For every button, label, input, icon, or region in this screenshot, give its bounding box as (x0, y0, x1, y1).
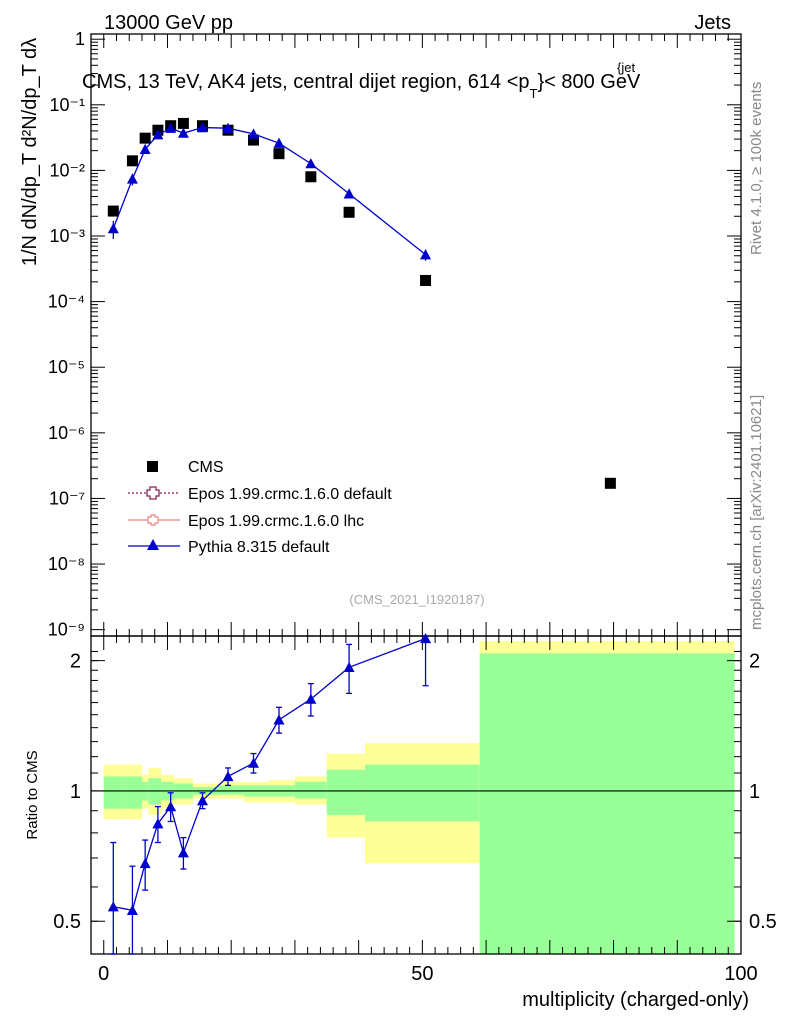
band-inner-0 (103, 776, 123, 809)
main-ytick-label-1: 10⁻⁸ (48, 554, 85, 574)
mcplots-label: mcplots.cern.ch [arXiv:2401.10621] (748, 395, 765, 630)
main-ytick-label-9: 1 (75, 29, 85, 49)
legend-label-cms: CMS (188, 459, 224, 476)
main-ytick-label-6: 10⁻³ (49, 226, 85, 246)
main-y-ticks: 10⁻⁹ 10⁻⁸ 10⁻⁷ 10⁻⁶ 10⁻⁵ 10⁻⁴ 10⁻³ 10⁻² 10⁻¹ 1 (48, 29, 741, 640)
pythia-point-11 (343, 188, 355, 199)
ratio-point-0 (107, 901, 119, 912)
cms-point-13 (604, 477, 616, 489)
pythia-point-4 (165, 122, 177, 133)
ratio-ytick-label-r-1: 1 (749, 781, 760, 803)
cms-point-9 (273, 148, 285, 160)
legend-marker-epos-default (146, 486, 160, 500)
pythia-point-8 (248, 128, 259, 139)
ratio-ytick-label-l-0: 0.5 (53, 911, 81, 933)
pythia-point-12 (420, 249, 432, 260)
main-ytick-label-2: 10⁻⁷ (49, 488, 85, 508)
ratio-point-12 (420, 632, 432, 644)
pythia-point-9 (273, 137, 285, 148)
cms-point-1 (126, 155, 138, 167)
main-ylabel: 1/N dN/dp_T d²N/dp_T dλ (19, 38, 41, 266)
ratio-ytick-label-l-1: 1 (70, 781, 81, 803)
main-ylabel-text: 1/N dN/dp_T d²N/dp_T dλ (19, 38, 41, 266)
pythia-point-0 (107, 223, 119, 234)
header-right: Jets (694, 12, 731, 34)
main-series (107, 117, 616, 489)
plot-title-end: }< 800 GeV (537, 71, 641, 93)
pythia-point-2 (139, 143, 151, 154)
main-ytick-label-0: 10⁻⁹ (48, 620, 85, 640)
legend-label-epos-lhc: Epos 1.99.crmc.1.6.0 lhc (188, 513, 364, 530)
ratio-series (107, 632, 432, 955)
band-inner-11 (326, 769, 366, 815)
plot-title-sub: T (530, 86, 538, 101)
legend-label-pythia: Pythia 8.315 default (188, 539, 330, 556)
ratio-ytick-label-l-2: 2 (70, 651, 81, 673)
main-ytick-label-8: 10⁻¹ (49, 95, 85, 115)
ratio-point-4 (165, 801, 177, 812)
cms-point-5 (177, 117, 189, 129)
legend-label-epos-default: Epos 1.99.crmc.1.6.0 default (188, 486, 392, 503)
xlabel: multiplicity (charged-only) (522, 989, 749, 1011)
ratio-point-2 (139, 857, 151, 869)
pythia-point-6 (197, 122, 209, 133)
xtick-label-0: 0 (98, 963, 109, 985)
ratio-point-3 (152, 818, 164, 829)
analysis-watermark: (CMS_2021_I1920187) (349, 592, 484, 607)
ratio-point-7 (222, 770, 234, 782)
legend-marker-cms (147, 461, 158, 472)
rivet-label: Rivet 4.1.0, ≥ 100k events (748, 82, 765, 255)
legend-marker-epos-lhc (147, 514, 159, 526)
ratio-point-1 (126, 904, 138, 915)
cms-point-12 (420, 274, 432, 286)
ratio-point-9 (273, 714, 285, 725)
band-inner-13 (479, 653, 735, 954)
ratio-bands (103, 641, 735, 954)
plot-title-sup: {jet (617, 60, 635, 75)
xtick-label-1: 50 (411, 963, 433, 985)
pythia-point-3 (152, 129, 164, 140)
x-ticks: 0 50 100 (98, 34, 758, 985)
ratio-ytick-label-r-2: 2 (749, 651, 760, 673)
legend: CMS Epos 1.99.crmc.1.6.0 default Epos 1.… (128, 459, 392, 556)
cms-point-10 (305, 171, 317, 183)
header-left: 13000 GeV pp (104, 12, 233, 34)
main-ytick-label-7: 10⁻² (49, 160, 85, 180)
cms-point-8 (248, 134, 259, 146)
cms-point-0 (107, 205, 119, 217)
main-ytick-label-3: 10⁻⁶ (48, 423, 85, 443)
main-ytick-label-5: 10⁻⁴ (48, 292, 85, 312)
legend-marker-pythia (147, 539, 159, 550)
ratio-point-10 (305, 693, 317, 704)
ratio-point-5 (177, 847, 189, 858)
plot-title: CMS, 13 TeV, AK4 jets, central dijet reg… (82, 71, 641, 101)
ratio-ytick-label-r-0: 0.5 (749, 911, 777, 933)
pythia-point-7 (222, 122, 234, 133)
band-inner-1 (122, 776, 142, 809)
ratio-ylabel: Ratio to CMS (24, 750, 41, 839)
main-ytick-label-4: 10⁻⁵ (48, 357, 85, 377)
ratio-y-ticks: 0.5 0.5 1 1 2 2 (53, 651, 777, 934)
pythia-point-10 (305, 158, 317, 169)
pythia-line (112, 126, 426, 256)
ratio-point-11 (343, 661, 355, 673)
ratio-point-6 (197, 795, 209, 806)
ratio-point-8 (248, 757, 259, 768)
band-inner-7 (218, 785, 244, 795)
band-inner-12 (365, 764, 480, 822)
band-inner-10 (294, 781, 327, 799)
ratio-panel-frame (90, 635, 742, 955)
plot-title-main: CMS, 13 TeV, AK4 jets, central dijet reg… (82, 71, 530, 93)
xtick-label-2: 100 (724, 963, 757, 985)
pythia-point-5 (177, 127, 189, 138)
cms-point-11 (343, 206, 355, 218)
pythia-point-1 (126, 173, 138, 184)
cms-point-2 (139, 132, 151, 144)
